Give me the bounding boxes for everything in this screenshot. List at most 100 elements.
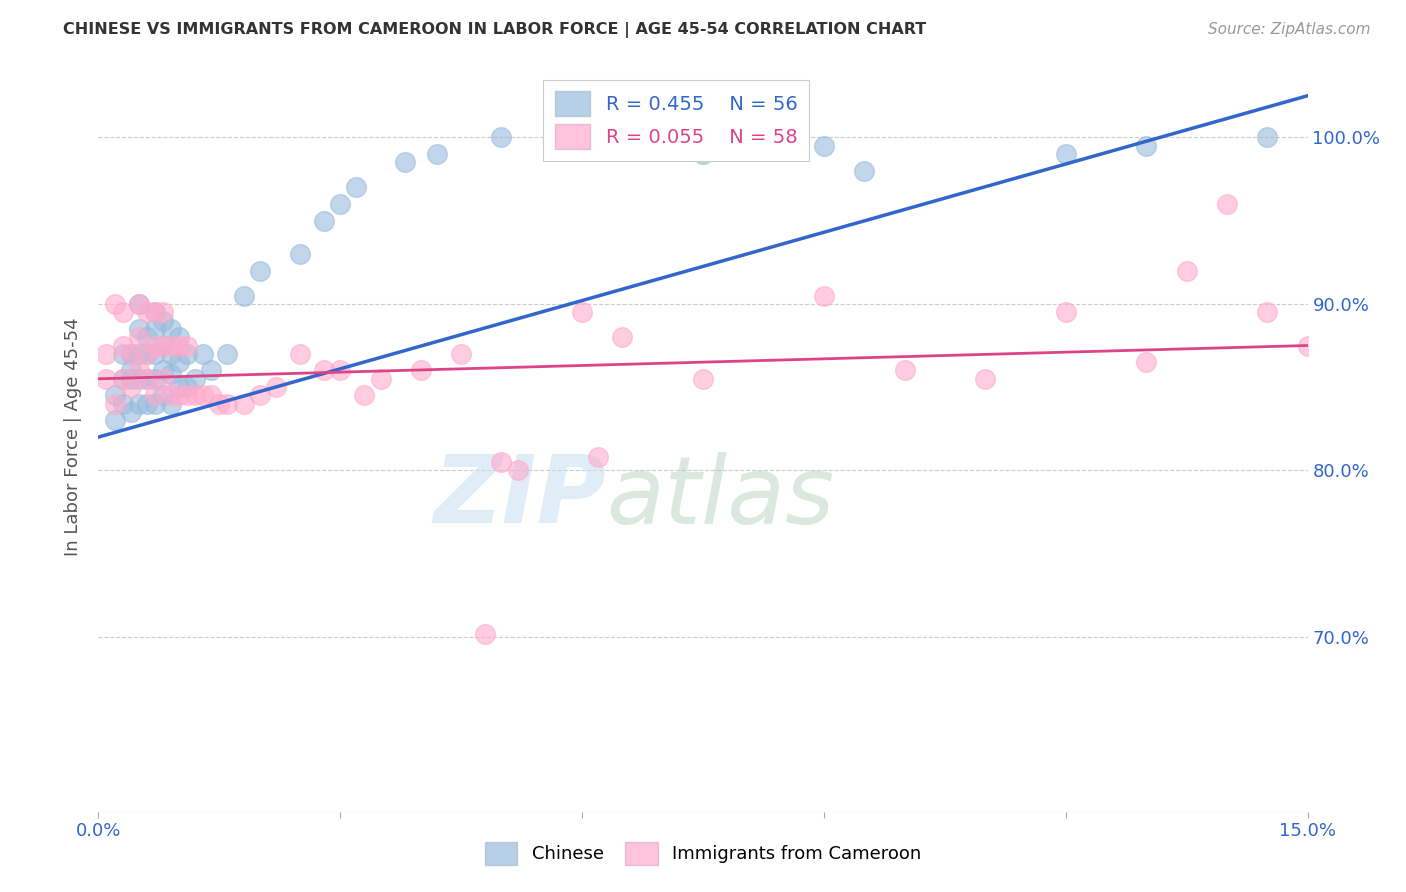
Point bbox=[217, 397, 239, 411]
Point bbox=[288, 247, 311, 261]
Point bbox=[167, 338, 190, 352]
Point bbox=[143, 372, 166, 386]
Point bbox=[120, 372, 142, 386]
Point bbox=[152, 313, 174, 327]
Point bbox=[135, 347, 157, 361]
Point bbox=[128, 297, 150, 311]
Point bbox=[143, 322, 166, 336]
Point bbox=[409, 363, 432, 377]
Point bbox=[200, 388, 222, 402]
Point bbox=[152, 372, 174, 386]
Point bbox=[135, 397, 157, 411]
Point bbox=[111, 338, 134, 352]
Point bbox=[176, 338, 198, 352]
Point bbox=[120, 363, 142, 377]
Point bbox=[184, 372, 207, 386]
Point bbox=[329, 363, 352, 377]
Point bbox=[612, 330, 634, 344]
Point bbox=[128, 363, 150, 377]
Point bbox=[370, 372, 392, 386]
Point bbox=[426, 147, 449, 161]
Point bbox=[232, 397, 254, 411]
Point bbox=[128, 330, 150, 344]
Point bbox=[1175, 263, 1198, 277]
Point bbox=[143, 305, 166, 319]
Point bbox=[120, 347, 142, 361]
Point bbox=[143, 338, 166, 352]
Point bbox=[143, 305, 166, 319]
Point bbox=[249, 263, 271, 277]
Point bbox=[314, 213, 336, 227]
Point bbox=[167, 380, 190, 394]
Point bbox=[167, 388, 190, 402]
Point bbox=[692, 372, 714, 386]
Point bbox=[160, 338, 183, 352]
Text: ZIP: ZIP bbox=[433, 451, 606, 543]
Point bbox=[974, 372, 997, 386]
Point bbox=[111, 372, 134, 386]
Point bbox=[111, 372, 134, 386]
Point bbox=[394, 155, 416, 169]
Point bbox=[813, 288, 835, 302]
Point bbox=[1054, 305, 1077, 319]
Text: atlas: atlas bbox=[606, 451, 835, 542]
Point bbox=[1135, 138, 1157, 153]
Point bbox=[160, 367, 183, 381]
Point bbox=[491, 130, 513, 145]
Point bbox=[193, 347, 215, 361]
Point bbox=[167, 355, 190, 369]
Point bbox=[160, 322, 183, 336]
Point bbox=[474, 626, 496, 640]
Point bbox=[128, 297, 150, 311]
Point bbox=[1216, 197, 1239, 211]
Point bbox=[176, 388, 198, 402]
Point bbox=[96, 347, 118, 361]
Point bbox=[329, 197, 352, 211]
Point bbox=[176, 380, 198, 394]
Point bbox=[208, 397, 231, 411]
Point bbox=[506, 463, 529, 477]
Y-axis label: In Labor Force | Age 45-54: In Labor Force | Age 45-54 bbox=[65, 318, 83, 557]
Text: Source: ZipAtlas.com: Source: ZipAtlas.com bbox=[1208, 22, 1371, 37]
Point bbox=[135, 372, 157, 386]
Point bbox=[692, 147, 714, 161]
Point bbox=[103, 413, 125, 427]
Point bbox=[184, 388, 207, 402]
Point bbox=[135, 305, 157, 319]
Point bbox=[853, 163, 876, 178]
Point bbox=[152, 305, 174, 319]
Point bbox=[120, 347, 142, 361]
Point bbox=[586, 450, 609, 464]
Point bbox=[143, 347, 166, 361]
Point bbox=[160, 388, 183, 402]
Point bbox=[135, 347, 157, 361]
Point bbox=[1256, 305, 1278, 319]
Point bbox=[160, 347, 183, 361]
Point bbox=[143, 388, 166, 402]
Point bbox=[264, 380, 287, 394]
Point bbox=[813, 138, 835, 153]
Point bbox=[111, 397, 134, 411]
Point bbox=[450, 347, 472, 361]
Point bbox=[1256, 130, 1278, 145]
Point bbox=[167, 330, 190, 344]
Point bbox=[152, 388, 174, 402]
Point bbox=[111, 347, 134, 361]
Point bbox=[217, 347, 239, 361]
Point bbox=[193, 388, 215, 402]
Legend: Chinese, Immigrants from Cameroon: Chinese, Immigrants from Cameroon bbox=[478, 835, 928, 872]
Point bbox=[893, 363, 915, 377]
Point bbox=[120, 380, 142, 394]
Point bbox=[111, 305, 134, 319]
Point bbox=[288, 347, 311, 361]
Point bbox=[128, 397, 150, 411]
Point bbox=[128, 347, 150, 361]
Point bbox=[135, 372, 157, 386]
Point bbox=[103, 297, 125, 311]
Point bbox=[160, 397, 183, 411]
Point bbox=[232, 288, 254, 302]
Point bbox=[344, 180, 367, 194]
Point bbox=[314, 363, 336, 377]
Point bbox=[152, 363, 174, 377]
Point bbox=[1054, 147, 1077, 161]
